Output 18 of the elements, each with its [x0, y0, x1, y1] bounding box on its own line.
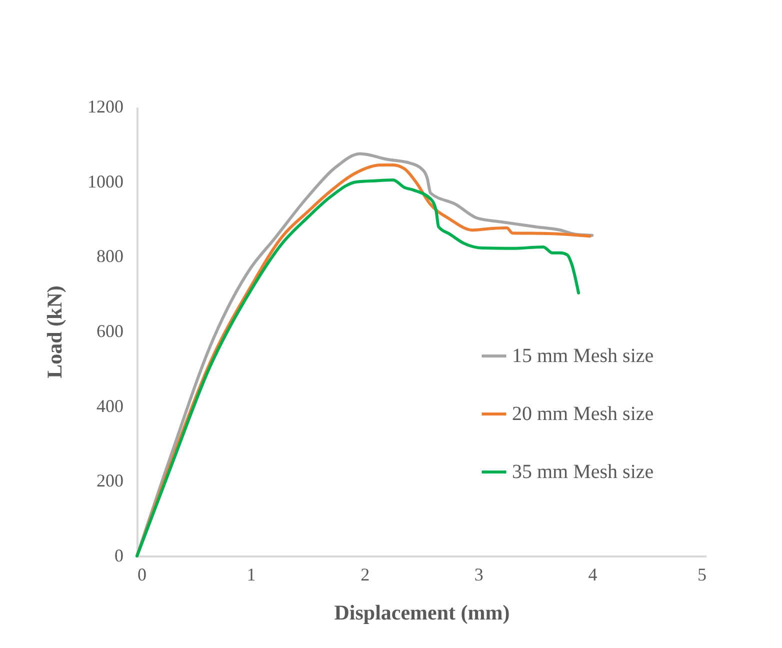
legend-label: 20 mm Mesh size: [512, 403, 654, 425]
y-tick-label: 200: [96, 470, 124, 491]
x-tick-label: 4: [588, 564, 598, 584]
y-tick-label: 0: [114, 546, 124, 566]
y-axis-title: Load (kN): [42, 286, 66, 378]
y-tick-label: 1200: [88, 96, 124, 116]
y-tick-label: 800: [96, 246, 124, 266]
legend-label: 15 mm Mesh size: [512, 345, 654, 367]
y-tick-label: 600: [96, 321, 124, 341]
y-tick-label: 1000: [88, 171, 124, 192]
legend-label: 35 mm Mesh size: [512, 461, 654, 483]
x-tick-label: 0: [138, 564, 146, 584]
x-tick-label: 3: [474, 564, 484, 584]
x-axis-title: Displacement (mm): [334, 600, 510, 624]
x-tick-label: 2: [360, 564, 370, 584]
x-tick-label: 5: [698, 564, 706, 584]
x-tick-label: 1: [246, 564, 256, 584]
y-tick-label: 400: [96, 396, 124, 416]
